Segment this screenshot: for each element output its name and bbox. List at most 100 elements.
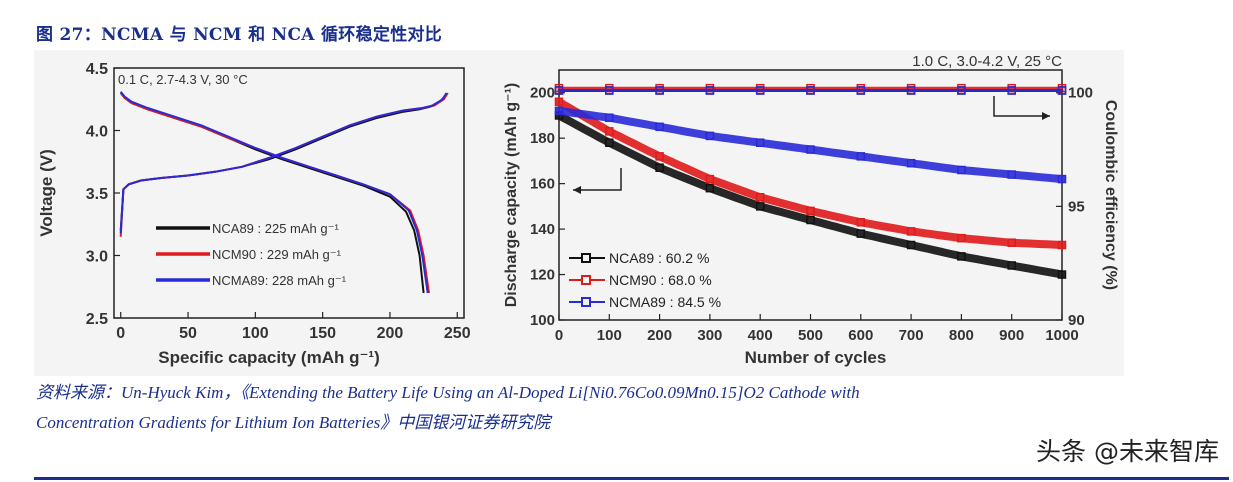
cycling-plot-frame	[558, 69, 1063, 321]
cycling-data-point	[755, 193, 765, 202]
source-note: 资料来源：Un-Hyuck Kim，《Extending the Battery…	[36, 378, 1206, 438]
cycling-x-tick-label: 1000	[1045, 327, 1078, 344]
voltage-series-line	[119, 92, 448, 234]
voltage-y-tick-label: 3.5	[86, 186, 108, 203]
cycling-data-point	[957, 233, 966, 243]
cycling-data-point	[806, 145, 815, 154]
cycling-x-tick-label: 700	[899, 327, 924, 344]
cycling-condition-annotation: 1.0 C, 3.0-4.2 V, 25 °C	[912, 53, 1062, 70]
cycling-x-tick-label: 800	[949, 327, 974, 344]
cycling-data-point	[605, 113, 614, 122]
left-axis-arrowhead	[573, 186, 581, 194]
cycling-x-tick-label: 0	[555, 327, 563, 344]
cycling-legend-marker	[581, 297, 591, 307]
cycling-data-point	[957, 252, 966, 261]
cycling-data-point	[906, 158, 916, 168]
cycling-data-point	[554, 86, 564, 95]
cycling-data-point	[856, 218, 866, 227]
cycling-data-point	[1007, 261, 1016, 270]
cycling-x-tick-label: 900	[999, 327, 1024, 344]
voltage-legend-label: NCM90 : 229 mAh g⁻¹	[212, 247, 342, 262]
cycling-y-tick-label: 180	[530, 130, 555, 147]
cycling-data-point	[554, 106, 564, 116]
left-axis-arrow	[573, 168, 622, 191]
voltage-x-tick-label: 50	[179, 325, 197, 342]
cycling-series-band	[555, 111, 1066, 279]
watermark: 头条 @未来智库	[1036, 437, 1219, 466]
voltage-x-tick-label: 0	[116, 325, 125, 342]
cycling-data-point	[1057, 174, 1067, 184]
voltage-x-axis-label: Specific capacity (mAh g⁻¹)	[158, 348, 380, 367]
source-line-2: Concentration Gradients for Lithium Ion …	[36, 413, 551, 432]
cycling-y-tick-label: 120	[530, 267, 555, 284]
cycling-y-axis-label: Discharge capacity (mAh g⁻¹)	[503, 83, 520, 308]
cycling-data-point	[605, 127, 614, 136]
cycling-data-point	[806, 86, 815, 95]
cycling-legend-marker	[581, 253, 591, 263]
voltage-legend-label: NCA89 : 225 mAh g⁻¹	[212, 221, 339, 236]
cycling-data-point	[755, 202, 765, 211]
cycling-data-point	[655, 152, 664, 161]
figure-svg: 0 50 100 150 200 250 2.5 3.0 3.5 4.0 4.5 Specific c…	[37, 53, 1119, 367]
cycling-data-point	[655, 86, 664, 95]
figure-title: 图 27：NCMA 与 NCM 和 NCA 循环稳定性对比	[36, 25, 443, 45]
cycling-y-tick-label: 160	[530, 176, 555, 193]
cycling-y2-tick-label: 90	[1068, 312, 1085, 329]
cycling-data-point	[705, 86, 715, 95]
cycling-data-point	[957, 165, 966, 175]
cycling-data-point	[755, 138, 765, 147]
cycling-data-point	[856, 152, 866, 161]
cycling-data-point	[1007, 86, 1016, 95]
cycling-series-band	[555, 97, 1066, 249]
cycling-legend-label: NCM90 : 68.0 %	[609, 272, 712, 288]
cycling-data-point	[856, 229, 866, 238]
figure-panel: 0 50 100 150 200 250 2.5 3.0 3.5 4.0 4.5 Specific c…	[34, 50, 1124, 376]
cycling-y-tick-label: 100	[530, 312, 555, 329]
source-line-1: 资料来源：Un-Hyuck Kim，《Extending the Battery…	[36, 383, 860, 402]
voltage-y-tick-label: 4.0	[86, 124, 108, 141]
cycling-data-point	[755, 86, 765, 95]
cycling-x-tick-label: 400	[748, 327, 773, 344]
voltage-condition-annotation: 0.1 C, 2.7-4.3 V, 30 °C	[118, 72, 248, 87]
cycling-legend-marker	[581, 275, 591, 285]
cycling-data-point	[605, 138, 614, 147]
cycling-legend-label: NCMA89 : 84.5 %	[609, 294, 721, 310]
cycling-data-point	[655, 122, 664, 132]
cycling-data-point	[856, 86, 866, 95]
voltage-x-tick-label: 100	[242, 325, 269, 342]
cycling-x-tick-label: 200	[647, 327, 672, 344]
cycling-data-point	[906, 227, 916, 236]
cycling-data-point	[1007, 238, 1016, 247]
cycling-y2-axis-label: Coulombic efficiency (%)	[1102, 100, 1119, 290]
bottom-rule	[34, 477, 1229, 480]
right-axis-arrow	[993, 96, 1050, 117]
cycling-data-point	[1057, 270, 1067, 279]
cycling-series-band	[555, 106, 1066, 184]
cycling-x-tick-label: 500	[798, 327, 823, 344]
cycling-chart: 0 100 200 300 400 500 600 700 800 900 100010012014…	[503, 53, 1119, 367]
right-axis-arrowhead	[1042, 112, 1050, 120]
voltage-x-tick-label: 250	[444, 325, 471, 342]
cycling-y2-tick-label: 95	[1068, 198, 1085, 215]
voltage-x-tick-label: 200	[377, 325, 404, 342]
cycling-legend-label: NCA89 : 60.2 %	[609, 250, 709, 266]
cycling-data-point	[1007, 170, 1016, 179]
cycling-data-point	[605, 86, 614, 95]
voltage-chart: 0 50 100 150 200 250 2.5 3.0 3.5 4.0 4.5 Specific c…	[37, 61, 471, 367]
cycling-data-point	[705, 183, 715, 193]
cycling-y-tick-label: 200	[530, 85, 555, 102]
cycling-y2-tick-label: 100	[1068, 85, 1093, 102]
voltage-y-axis-label: Voltage (V)	[37, 149, 56, 237]
cycling-x-tick-label: 600	[848, 327, 873, 344]
cycling-x-axis-label: Number of cycles	[745, 348, 887, 367]
voltage-y-tick-label: 3.0	[86, 249, 108, 266]
cycling-x-tick-label: 100	[597, 327, 622, 344]
voltage-x-tick-label: 150	[309, 325, 336, 342]
cycling-y-tick-label: 140	[530, 221, 555, 238]
voltage-legend-label: NCMA89: 228 mAh g⁻¹	[212, 273, 347, 288]
cycling-data-point	[806, 215, 815, 225]
cycling-data-point	[705, 174, 715, 184]
cycling-data-point	[655, 163, 664, 172]
cycling-data-point	[806, 206, 815, 216]
cycling-data-point	[1057, 240, 1067, 250]
